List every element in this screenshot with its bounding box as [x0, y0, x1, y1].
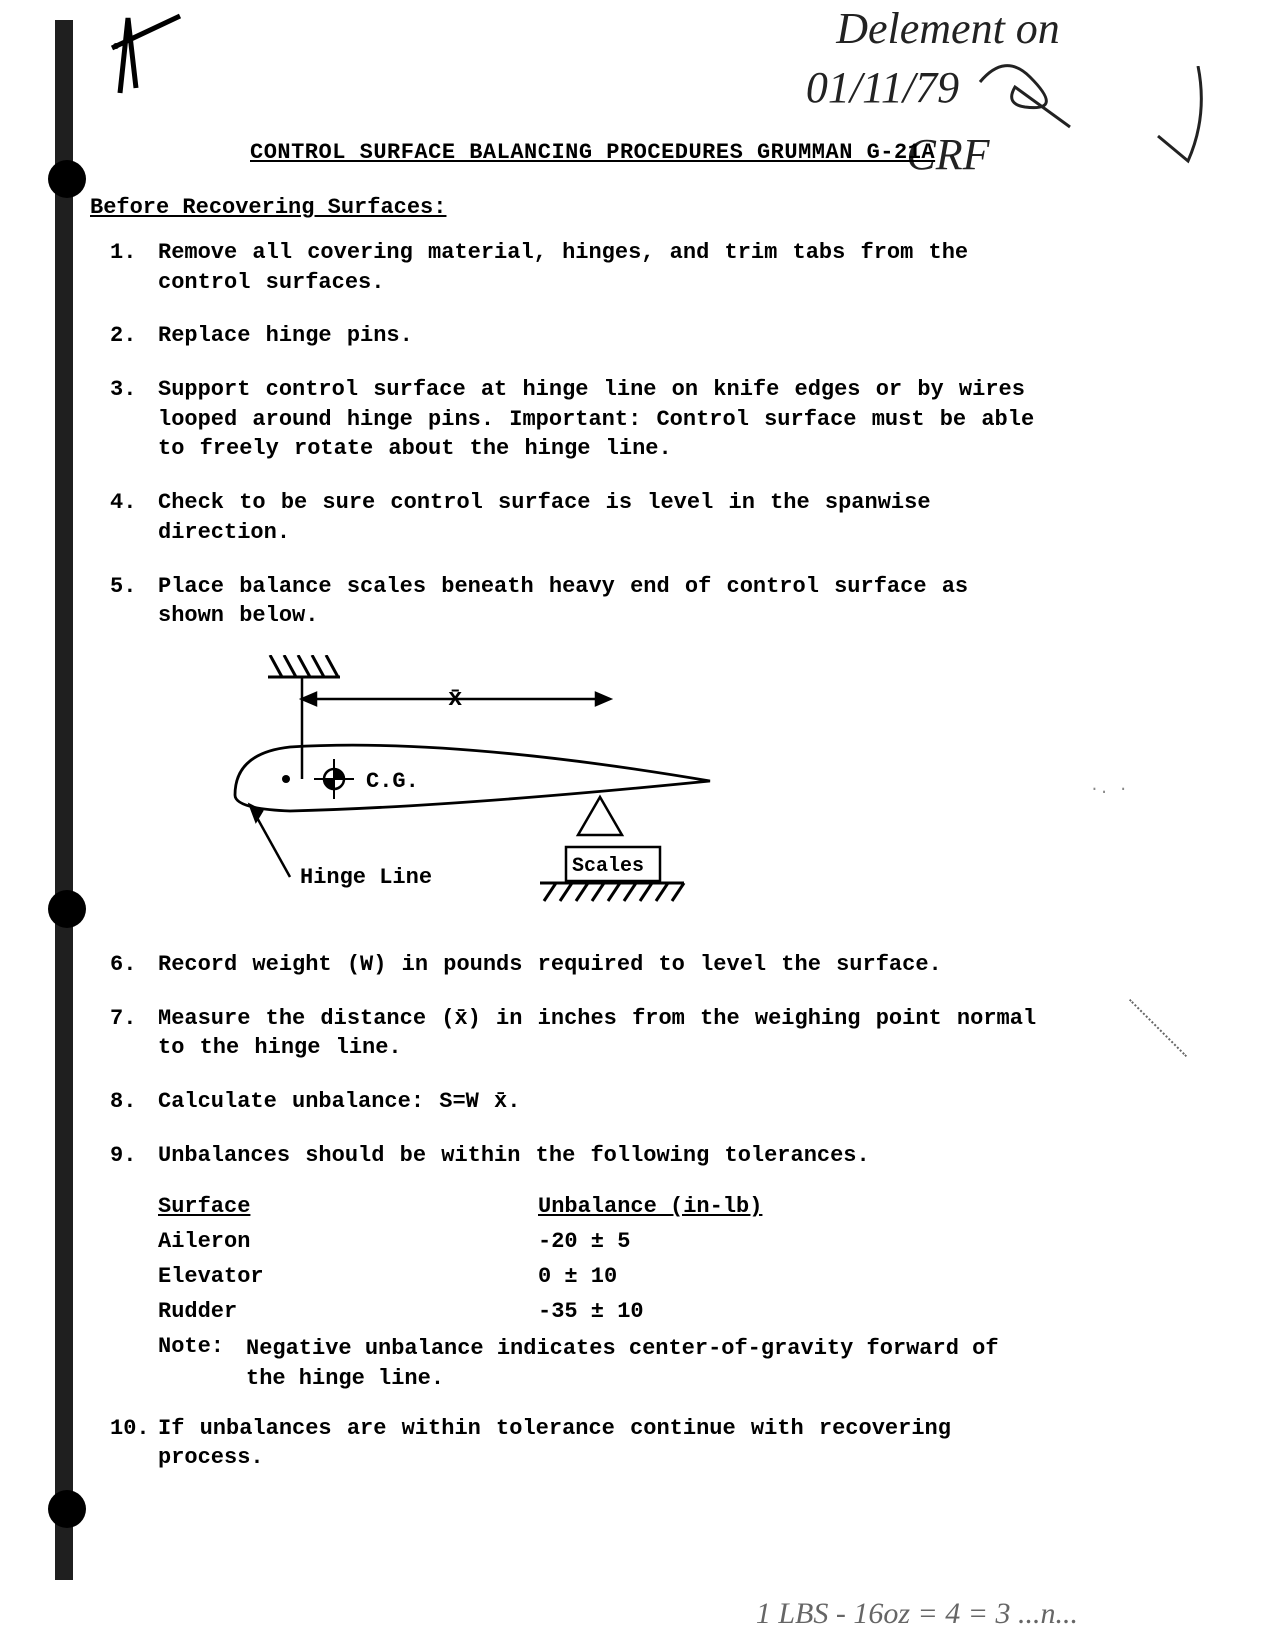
- page-title: CONTROL SURFACE BALANCING PROCEDURES GRU…: [250, 140, 1160, 165]
- step-number: 10.: [110, 1414, 158, 1444]
- step-number: 9.: [110, 1141, 158, 1171]
- step-2: 2. Replace hinge pins.: [110, 321, 1160, 351]
- step-number: 2.: [110, 321, 158, 351]
- stain-mark: ·. ·: [1090, 780, 1128, 798]
- hatch-ground: [540, 883, 684, 901]
- step-number: 1.: [110, 238, 158, 268]
- diagram-svg: x̄ C.G. Scales: [190, 655, 750, 915]
- procedure-list: 1. Remove all covering material, hinges,…: [110, 238, 1160, 631]
- step-8: 8. Calculate unbalance: S=W x̄.: [110, 1087, 1160, 1117]
- table-row: Aileron -20 ± 5: [158, 1229, 1160, 1254]
- handwritten-bottom: 1 LBS - 16oz = 4 = 3 ...n...: [756, 1597, 1078, 1631]
- table-header-row: Surface Unbalance (in-lb): [158, 1194, 1160, 1219]
- step-text: Place balance scales beneath heavy end o…: [158, 572, 1038, 631]
- xbar-label: x̄: [448, 686, 462, 713]
- col-unbalance: Unbalance (in-lb): [538, 1194, 798, 1219]
- step-4: 4. Check to be sure control surface is l…: [110, 488, 1160, 547]
- note-body: Negative unbalance indicates center-of-g…: [246, 1334, 1026, 1393]
- hinge-point: [282, 775, 290, 783]
- step-number: 6.: [110, 950, 158, 980]
- step-5: 5. Place balance scales beneath heavy en…: [110, 572, 1160, 631]
- step-text: Support control surface at hinge line on…: [158, 375, 1038, 464]
- cg-marker: [314, 759, 354, 799]
- col-surface: Surface: [158, 1194, 538, 1219]
- step-10: 10. If unbalances are within tolerance c…: [110, 1414, 1160, 1473]
- step-number: 5.: [110, 572, 158, 602]
- procedure-list-2: 6. Record weight (W) in pounds required …: [110, 950, 1160, 1170]
- cg-label: C.G.: [366, 769, 419, 794]
- table-row: Elevator 0 ± 10: [158, 1264, 1160, 1289]
- hatch-top: [268, 655, 340, 677]
- cell-surface: Rudder: [158, 1299, 538, 1324]
- cell-surface: Aileron: [158, 1229, 538, 1254]
- step-number: 8.: [110, 1087, 158, 1117]
- step-text: Record weight (W) in pounds required to …: [158, 950, 1038, 980]
- step-text: Calculate unbalance: S=W x̄.: [158, 1087, 1038, 1117]
- step-9: 9. Unbalances should be within the follo…: [110, 1141, 1160, 1171]
- procedure-list-3: 10. If unbalances are within tolerance c…: [110, 1414, 1160, 1473]
- hinge-label: Hinge Line: [300, 865, 432, 890]
- table-row: Rudder -35 ± 10: [158, 1299, 1160, 1324]
- page-body: CONTROL SURFACE BALANCING PROCEDURES GRU…: [60, 10, 1160, 1497]
- balance-diagram: x̄ C.G. Scales: [190, 655, 1160, 920]
- tolerance-table: Surface Unbalance (in-lb) Aileron -20 ± …: [158, 1194, 1160, 1324]
- note: Note: Negative unbalance indicates cente…: [158, 1334, 1160, 1393]
- cell-value: -35 ± 10: [538, 1299, 798, 1324]
- step-text: Check to be sure control surface is leve…: [158, 488, 1038, 547]
- step-7: 7. Measure the distance (x̄) in inches f…: [110, 1004, 1160, 1063]
- section-heading: Before Recovering Surfaces:: [90, 195, 1160, 220]
- step-number: 4.: [110, 488, 158, 518]
- step-text: Replace hinge pins.: [158, 321, 1038, 351]
- cell-value: -20 ± 5: [538, 1229, 798, 1254]
- airfoil: [235, 745, 710, 811]
- step-6: 6. Record weight (W) in pounds required …: [110, 950, 1160, 980]
- step-number: 7.: [110, 1004, 158, 1034]
- step-number: 3.: [110, 375, 158, 405]
- step-text: Remove all covering material, hinges, an…: [158, 238, 1038, 297]
- step-text: If unbalances are within tolerance conti…: [158, 1414, 1038, 1473]
- knife-edge: [578, 797, 622, 835]
- hinge-leader: [250, 805, 290, 877]
- note-label: Note:: [158, 1334, 246, 1393]
- scales-label: Scales: [572, 855, 644, 878]
- cell-value: 0 ± 10: [538, 1264, 798, 1289]
- step-text: Unbalances should be within the followin…: [158, 1141, 1038, 1171]
- step-3: 3. Support control surface at hinge line…: [110, 375, 1160, 464]
- step-text: Measure the distance (x̄) in inches from…: [158, 1004, 1038, 1063]
- cell-surface: Elevator: [158, 1264, 538, 1289]
- step-1: 1. Remove all covering material, hinges,…: [110, 238, 1160, 297]
